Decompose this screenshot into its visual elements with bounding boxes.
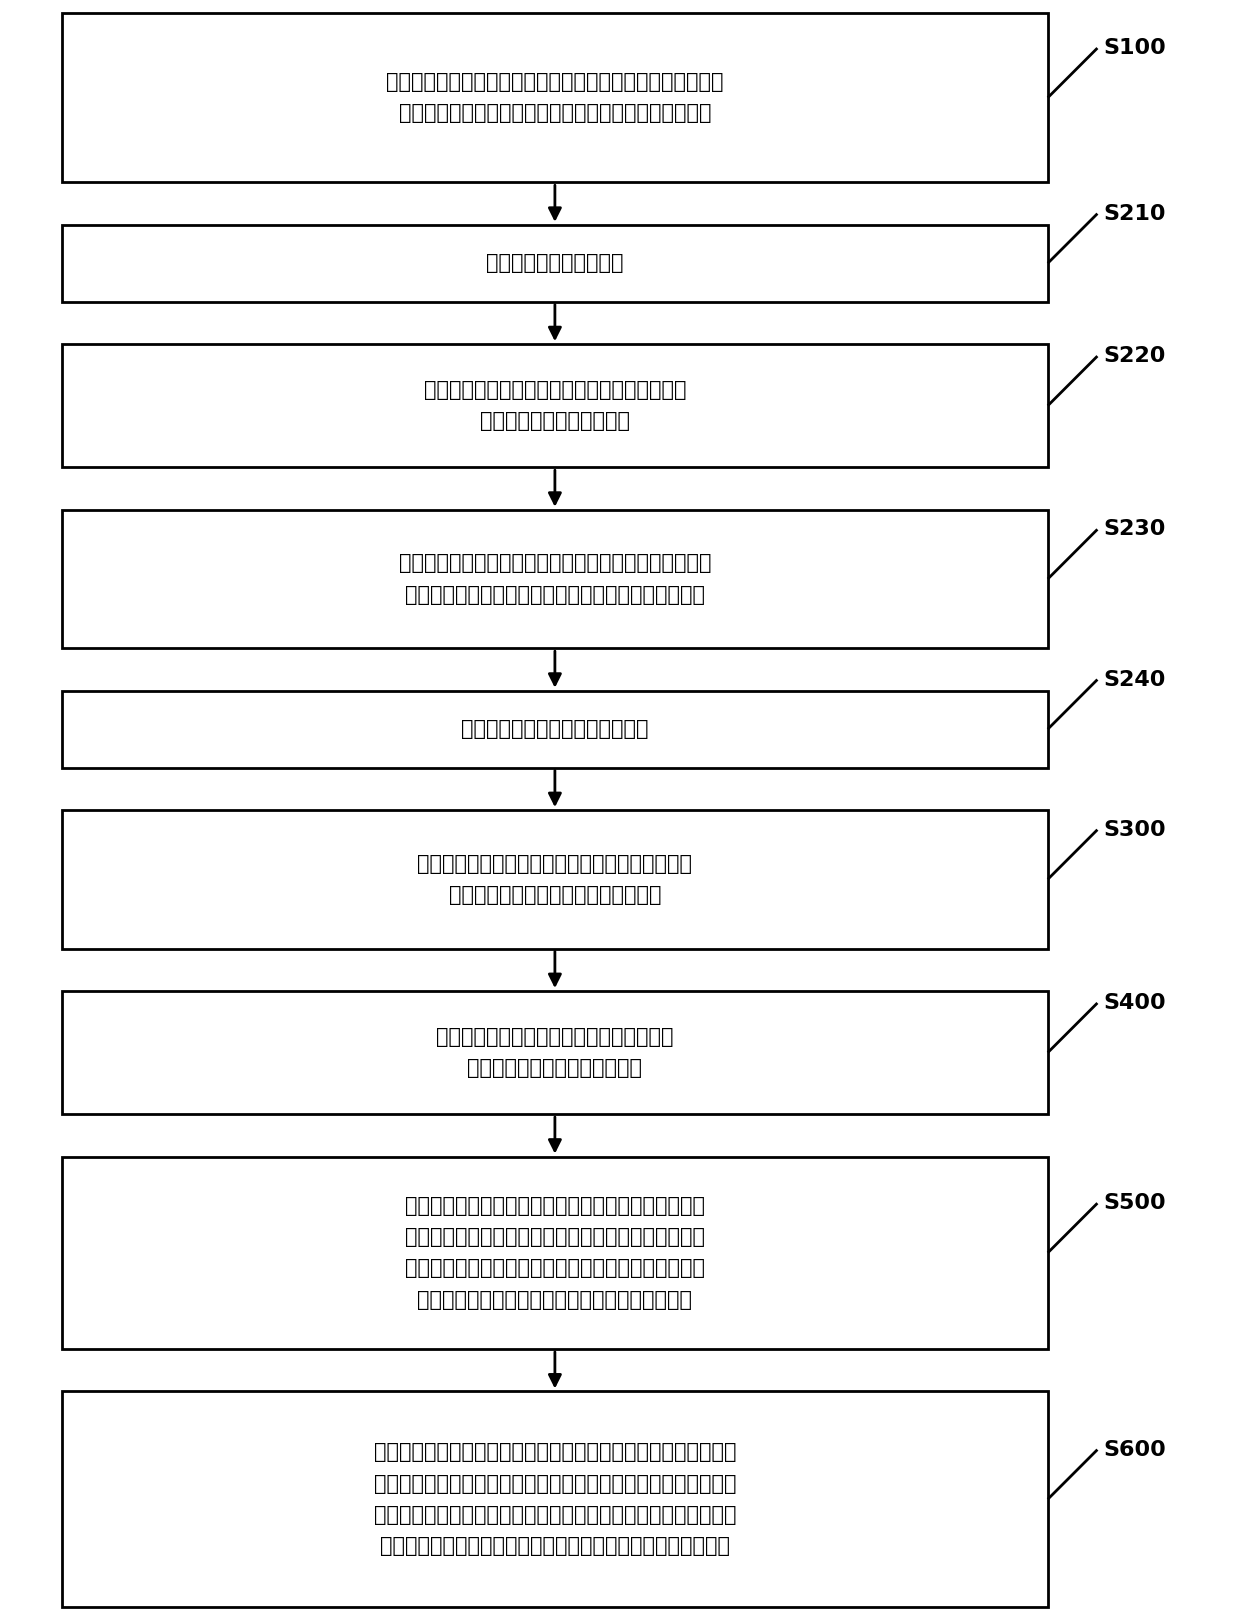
FancyBboxPatch shape xyxy=(62,991,1048,1115)
FancyBboxPatch shape xyxy=(62,1392,1048,1607)
FancyBboxPatch shape xyxy=(62,690,1048,768)
FancyBboxPatch shape xyxy=(62,225,1048,301)
Text: S500: S500 xyxy=(1104,1194,1167,1213)
Text: 机器人根据餐饮配送指令移动至厨房所在地址，根
据获取到的开柜指令打开对应的储物格: 机器人根据餐饮配送指令移动至厨房所在地址，根 据获取到的开柜指令打开对应的储物格 xyxy=(418,854,692,906)
Text: 服务器获取厨房所在地址: 服务器获取厨房所在地址 xyxy=(486,253,624,274)
Text: 机器人根据待取走食物对应的餐饮订单进行移动，并将定位获取的
位置信息发送至服务器，到达取餐区域时生成并发送提醒信息至用
户终端，当验证用户的取餐信息与取餐码匹配: 机器人根据待取走食物对应的餐饮订单进行移动，并将定位获取的 位置信息发送至服务器… xyxy=(373,1442,737,1557)
Text: S300: S300 xyxy=(1104,820,1167,839)
FancyBboxPatch shape xyxy=(62,343,1048,467)
Text: S600: S600 xyxy=(1104,1440,1167,1460)
Text: 服务器从用户终端获取用户身份信息和餐饮需求，根据用户身
份信息和餐饮需求生成餐饮订单；餐饮订单包括取餐区域: 服务器从用户终端获取用户身份信息和餐饮需求，根据用户身 份信息和餐饮需求生成餐饮… xyxy=(386,71,724,123)
Text: S240: S240 xyxy=(1104,669,1166,690)
Text: S100: S100 xyxy=(1104,37,1167,58)
Text: S230: S230 xyxy=(1104,520,1166,539)
Text: 机器人扫描识别待取走食物上的打包标签，
获取待取走食物对应的餐饮订单: 机器人扫描识别待取走食物上的打包标签， 获取待取走食物对应的餐饮订单 xyxy=(436,1027,673,1079)
Text: 当待取走食物放置在储物格内并关闭对应的柜门后，机
器人记录从开启状态切换为关闭状态的柜门的标号信息
，将标号信息与放置于该柜门的待取走食物对应的取餐
码进行绑定: 当待取走食物放置在储物格内并关闭对应的柜门后，机 器人记录从开启状态切换为关闭状… xyxy=(405,1196,704,1309)
Text: S400: S400 xyxy=(1104,993,1167,1012)
Text: 服务器获取到确认信息后，根据待取走食物的餐
饮订单生成对应的打包标签: 服务器获取到确认信息后，根据待取走食物的餐 饮订单生成对应的打包标签 xyxy=(424,381,686,431)
Text: 服务器当打包标签设置于待取走食物上后，根据厨房所在
地址和待取走食物的餐饮订单生成对应的餐饮配送指令: 服务器当打包标签设置于待取走食物上后，根据厨房所在 地址和待取走食物的餐饮订单生… xyxy=(398,554,712,604)
FancyBboxPatch shape xyxy=(62,510,1048,648)
FancyBboxPatch shape xyxy=(62,13,1048,183)
Text: S210: S210 xyxy=(1104,204,1166,224)
Text: 服务器发送餐饮配送指令至机器人: 服务器发送餐饮配送指令至机器人 xyxy=(461,719,649,739)
FancyBboxPatch shape xyxy=(62,1157,1048,1349)
FancyBboxPatch shape xyxy=(62,810,1048,949)
Text: S220: S220 xyxy=(1104,347,1166,366)
